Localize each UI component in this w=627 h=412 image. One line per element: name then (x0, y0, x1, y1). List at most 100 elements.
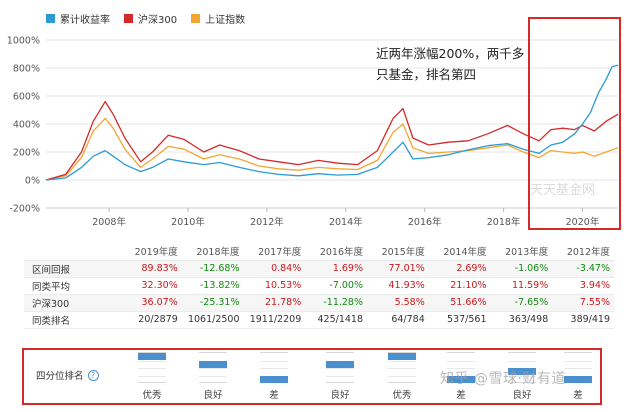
y-tick-label: 800% (13, 64, 40, 75)
column-header: 2013年度 (490, 243, 553, 261)
x-tick-label: 2010年 (171, 216, 205, 228)
quartile-fill (388, 353, 416, 360)
legend-label: 沪深300 (138, 14, 178, 26)
table-row: 沪深300 36.07% -25.31% 21.78% -11.28% 5.58% 51.6… (24, 294, 614, 312)
quartile-text: 优秀 (142, 390, 162, 401)
quartile-cell: 良好 (325, 352, 355, 401)
series-line (45, 117, 619, 181)
table-cell: 5.58% (367, 294, 429, 312)
table-cell: 21.78% (243, 294, 306, 312)
table-cell: 77.01% (367, 260, 429, 278)
column-header: 2015年度 (367, 243, 429, 261)
table-cell: 64/784 (367, 311, 429, 329)
column-header: 2019年度 (120, 243, 182, 261)
returns-chart: 1000% 800% 600% 400% 200% 0% -200% 2008年 2010年 20… (7, 36, 619, 228)
quartile-text: 差 (456, 390, 466, 401)
chart-annotation: 近两年涨幅200%，两千多只基金，排名第四 (376, 46, 525, 82)
quartile-label-text: 四分位排名 (36, 371, 84, 382)
table-cell: 425/1418 (305, 311, 367, 329)
quartile-label: 四分位排名 ? (36, 368, 99, 382)
column-header: 2017年度 (243, 243, 306, 261)
quartile-cell: 优秀 (387, 352, 417, 401)
quartile-fill (326, 360, 354, 368)
quartile-text: 良好 (512, 390, 532, 401)
quartile-bar (508, 352, 536, 383)
quartile-bar (447, 352, 475, 383)
chart-legend: 累计收益率 沪深300 上证指数 (46, 10, 259, 26)
legend-swatch (191, 13, 201, 23)
table-row: 同类平均 32.30% -13.82% 10.53% -7.00% 41.93% 21.10… (24, 277, 614, 295)
table-cell: 1.69% (305, 260, 367, 278)
table-row: 区间回报 89.83% -12.68% 0.84% 1.69% 77.01% 2.69% -1… (24, 260, 614, 278)
table-cell: 363/498 (490, 311, 553, 329)
table-header-row: 2019年度 2018年度 2017年度 2016年度 2015年度 2014年度 2013… (24, 243, 614, 261)
x-tick-label: 2008年 (92, 216, 126, 228)
quartile-fill (564, 375, 592, 383)
quartile-cell: 差 (563, 352, 593, 401)
table-cell: -3.47% (552, 260, 614, 278)
table-cell: 20/2879 (120, 311, 182, 329)
series-line (45, 64, 619, 181)
table-cell: -7.00% (305, 277, 367, 295)
chart-watermark: 天天基金网 (530, 183, 596, 198)
quartile-fill (260, 375, 288, 383)
row-label: 区间回报 (24, 260, 120, 278)
table-cell: 1911/2209 (243, 311, 306, 329)
x-tick-label: 2018年 (487, 216, 521, 228)
row-label: 同类平均 (24, 277, 120, 295)
quartile-text: 良好 (330, 390, 350, 401)
quartile-fill (138, 353, 166, 360)
y-tick-label: 600% (13, 92, 40, 103)
column-header: 2014年度 (428, 243, 491, 261)
quartile-text: 优秀 (392, 390, 412, 401)
table-cell: 0.84% (243, 260, 306, 278)
performance-table: 2019年度 2018年度 2017年度 2016年度 2015年度 2014年度 2013… (24, 243, 614, 329)
quartile-text: 差 (573, 390, 583, 401)
y-tick-label: 200% (13, 148, 40, 159)
table-cell: 32.30% (120, 277, 182, 295)
table-cell: -11.28% (305, 294, 367, 312)
zhihu-watermark: 知乎 @雪球·财有道 (440, 371, 566, 387)
legend-item[interactable]: 上证指数 (191, 11, 245, 26)
quartile-rank-box: 四分位排名 ? 优秀 良好 差 良好 优秀 差 良好 差 (22, 348, 602, 405)
y-tick-label: -200% (9, 204, 40, 215)
table-cell: 36.07% (120, 294, 182, 312)
quartile-cell: 良好 (507, 352, 537, 401)
table-cell: 51.66% (428, 294, 491, 312)
quartile-fill (199, 360, 227, 368)
quartile-cell: 良好 (198, 352, 228, 401)
x-tick-label: 2012年 (250, 216, 284, 228)
table-row: 同类排名 20/2879 1061/2500 1911/2209 425/1418 64/… (24, 311, 614, 329)
quartile-cell: 优秀 (137, 352, 167, 401)
quartile-fill (508, 368, 536, 375)
x-tick-label: 2014年 (329, 216, 363, 228)
quartile-bar (564, 352, 592, 383)
table-cell: 89.83% (120, 260, 182, 278)
legend-item[interactable]: 累计收益率 (46, 11, 110, 26)
column-header: 2012年度 (552, 243, 614, 261)
table-cell: 3.94% (552, 277, 614, 295)
table-cell: -25.31% (181, 294, 244, 312)
series-line (45, 100, 619, 181)
quartile-bar (326, 352, 354, 383)
table-cell: 11.59% (490, 277, 553, 295)
row-label: 沪深300 (24, 294, 120, 312)
x-tick-label: 2016年 (408, 216, 442, 228)
column-header: 2016年度 (305, 243, 367, 261)
table-cell: -12.68% (181, 260, 244, 278)
highlight-box (528, 17, 621, 230)
legend-label: 累计收益率 (60, 14, 110, 26)
help-icon[interactable]: ? (87, 369, 99, 381)
y-tick-label: 0% (25, 176, 40, 187)
table-cell: 10.53% (243, 277, 306, 295)
column-header: 2018年度 (181, 243, 244, 261)
legend-swatch (124, 13, 133, 23)
legend-swatch (46, 13, 55, 23)
quartile-fill (447, 375, 475, 383)
quartile-cell: 差 (259, 352, 289, 401)
y-tick-label: 400% (13, 120, 40, 131)
quartile-cell: 差 (446, 352, 476, 401)
table-cell: -7.65% (490, 294, 553, 312)
table-cell: 7.55% (552, 294, 614, 312)
legend-item[interactable]: 沪深300 (124, 11, 177, 26)
